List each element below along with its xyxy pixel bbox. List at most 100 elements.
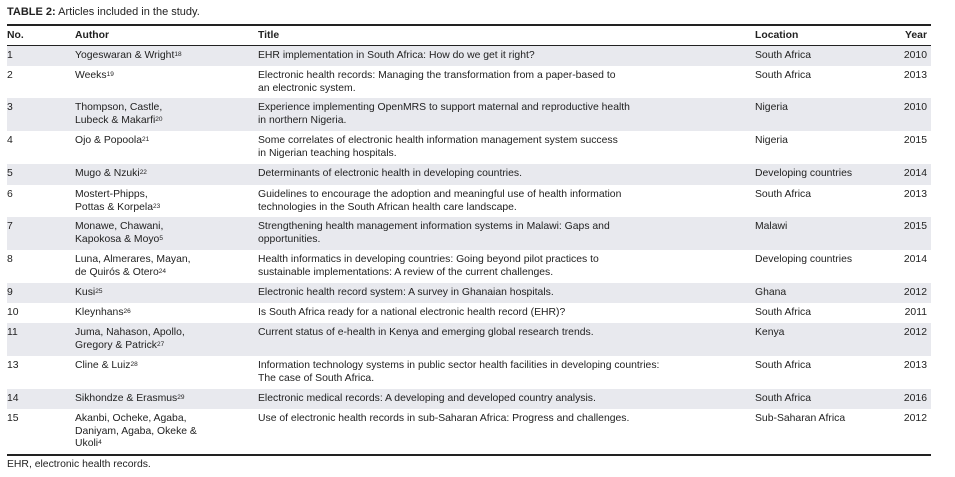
author-text: Gregory & Patrick (75, 339, 157, 351)
cell-location: South Africa (755, 70, 812, 81)
author-text: Kapokosa & Moyo (75, 233, 160, 245)
title-line: Is South Africa ready for a national ele… (258, 307, 566, 318)
cell-location: Developing countries (755, 254, 853, 265)
table-header: No. Author Title Location Year (7, 26, 931, 46)
author-text: Lubeck & Makarfi (75, 114, 156, 126)
cell-title: Guidelines to encourage the adoption and… (258, 189, 755, 214)
author-text: Juma, Nahason, Apollo, (75, 327, 185, 338)
cell-author: Kleynhans26 (75, 307, 258, 320)
cell-author: Mugo & Nzuki22 (75, 168, 258, 181)
cell-location: South Africa (755, 189, 812, 200)
cell-year: 2010 (903, 50, 927, 61)
reference-number: 27 (157, 340, 165, 348)
table-row: 11 Juma, Nahason, Apollo, Gregory & Patric… (7, 323, 931, 356)
reference-number: 18 (174, 51, 182, 58)
cell-location: Nigeria (755, 102, 788, 113)
author-line: Pottas & Korpela23 (75, 202, 258, 215)
cell-location: Malawi (755, 221, 788, 232)
cell-location: Sub-Saharan Africa (755, 413, 846, 424)
title-line: Guidelines to encourage the adoption and… (258, 189, 622, 200)
author-text: Kleynhans (75, 307, 124, 318)
author-line: Ukoli4 (75, 438, 258, 451)
cell-title: Is South Africa ready for a national ele… (258, 307, 755, 320)
table-row: 10 Kleynhans26 Is South Africa ready for a… (7, 303, 931, 323)
title-line: technologies in the South African health… (258, 201, 517, 213)
title-line: Some correlates of electronic health inf… (258, 135, 618, 146)
table-label: TABLE 2: (7, 6, 56, 18)
author-line: Daniyam, Agaba, Okeke & (75, 426, 258, 439)
author-line: Juma, Nahason, Apollo, (75, 327, 258, 340)
title-line: opportunities. (258, 233, 321, 245)
cell-author: Kusi25 (75, 287, 258, 300)
cell-year: 2015 (903, 221, 927, 232)
cell-title: Electronic medical records: A developing… (258, 393, 755, 406)
cell-no: 2 (7, 70, 13, 81)
header-author: Author (75, 30, 110, 41)
cell-no: 9 (7, 287, 13, 298)
cell-year: 2015 (903, 135, 927, 146)
cell-location: Kenya (755, 327, 785, 338)
title-line: sustainable implementations: A review of… (258, 266, 554, 278)
table-caption: TABLE 2: Articles included in the study. (7, 6, 200, 18)
cell-location: Nigeria (755, 135, 788, 146)
cell-no: 15 (7, 413, 19, 424)
cell-title: Experience implementing OpenMRS to suppo… (258, 102, 755, 127)
cell-year: 2012 (903, 327, 927, 338)
cell-author: Cline & Luiz28 (75, 360, 258, 373)
cell-year: 2014 (903, 168, 927, 179)
author-text: Monawe, Chawani, (75, 221, 164, 232)
author-line: Lubeck & Makarfi20 (75, 115, 258, 128)
author-text: Pottas & Korpela (75, 201, 153, 213)
cell-no: 6 (7, 189, 13, 200)
reference-number: 5 (159, 234, 163, 242)
cell-author: Sikhondze & Erasmus29 (75, 393, 258, 406)
author-text: Luna, Almerares, Mayan, (75, 254, 191, 265)
reference-number: 24 (158, 267, 166, 275)
cell-year: 2010 (903, 102, 927, 113)
table-row: 6 Mostert-Phipps, Pottas & Korpela23 Guidel… (7, 185, 931, 217)
table-row: 5 Mugo & Nzuki22 Determinants of electroni… (7, 164, 931, 185)
title-line: Electronic medical records: A developing… (258, 393, 596, 404)
table-row: 15 Akanbi, Ocheke, Agaba, Daniyam, Agaba, … (7, 409, 931, 454)
table-row: 14 Sikhondze & Erasmus29 Electronic medica… (7, 389, 931, 409)
title-line: Use of electronic health records in sub-… (258, 413, 630, 424)
cell-no: 8 (7, 254, 13, 265)
cell-no: 11 (7, 327, 18, 338)
reference-number: 23 (152, 202, 161, 210)
author-line: Cline & Luiz28 (75, 360, 258, 373)
title-line: Strengthening health management informat… (258, 221, 610, 232)
cell-year: 2012 (903, 413, 927, 424)
cell-title: Health informatics in developing countri… (258, 254, 755, 279)
cell-year: 2014 (903, 254, 927, 265)
cell-no: 13 (7, 360, 19, 371)
table-row: 8 Luna, Almerares, Mayan, de Quirós & Oter… (7, 250, 931, 283)
table-row: 7 Monawe, Chawani, Kapokosa & Moyo5 Strengt… (7, 217, 931, 250)
reference-number: 29 (177, 394, 185, 401)
header-no: No. (7, 30, 24, 41)
title-line: Current status of e-health in Kenya and … (258, 327, 594, 338)
author-line: Akanbi, Ocheke, Agaba, (75, 413, 258, 426)
author-line: Kusi25 (75, 287, 258, 300)
header-location: Location (755, 30, 799, 41)
table-row: 3 Thompson, Castle, Lubeck & Makarfi20 Expe… (7, 98, 931, 131)
cell-title: Current status of e-health in Kenya and … (258, 327, 755, 340)
reference-number: 20 (155, 115, 163, 123)
cell-no: 5 (7, 168, 13, 179)
cell-title: Determinants of electronic health in dev… (258, 168, 755, 181)
author-line: Mugo & Nzuki22 (75, 168, 258, 181)
author-line: Luna, Almerares, Mayan, (75, 254, 258, 267)
cell-year: 2013 (903, 360, 927, 371)
header-year: Year (905, 30, 927, 41)
table-footnote: EHR, electronic health records. (7, 459, 151, 470)
cell-title: Information technology systems in public… (258, 360, 755, 385)
table-row: 9 Kusi25 Electronic health record system: … (7, 283, 931, 303)
reference-number: 28 (130, 361, 138, 368)
author-line: Kleynhans26 (75, 307, 258, 320)
table-row: 4 Ojo & Popoola21 Some correlates of elect… (7, 131, 931, 164)
cell-location: Ghana (755, 287, 787, 298)
reference-number: 26 (123, 308, 131, 315)
cell-author: Monawe, Chawani, Kapokosa & Moyo5 (75, 221, 258, 246)
title-line: an electronic system. (258, 82, 356, 94)
header-title: Title (258, 30, 280, 41)
cell-year: 2012 (903, 287, 927, 298)
